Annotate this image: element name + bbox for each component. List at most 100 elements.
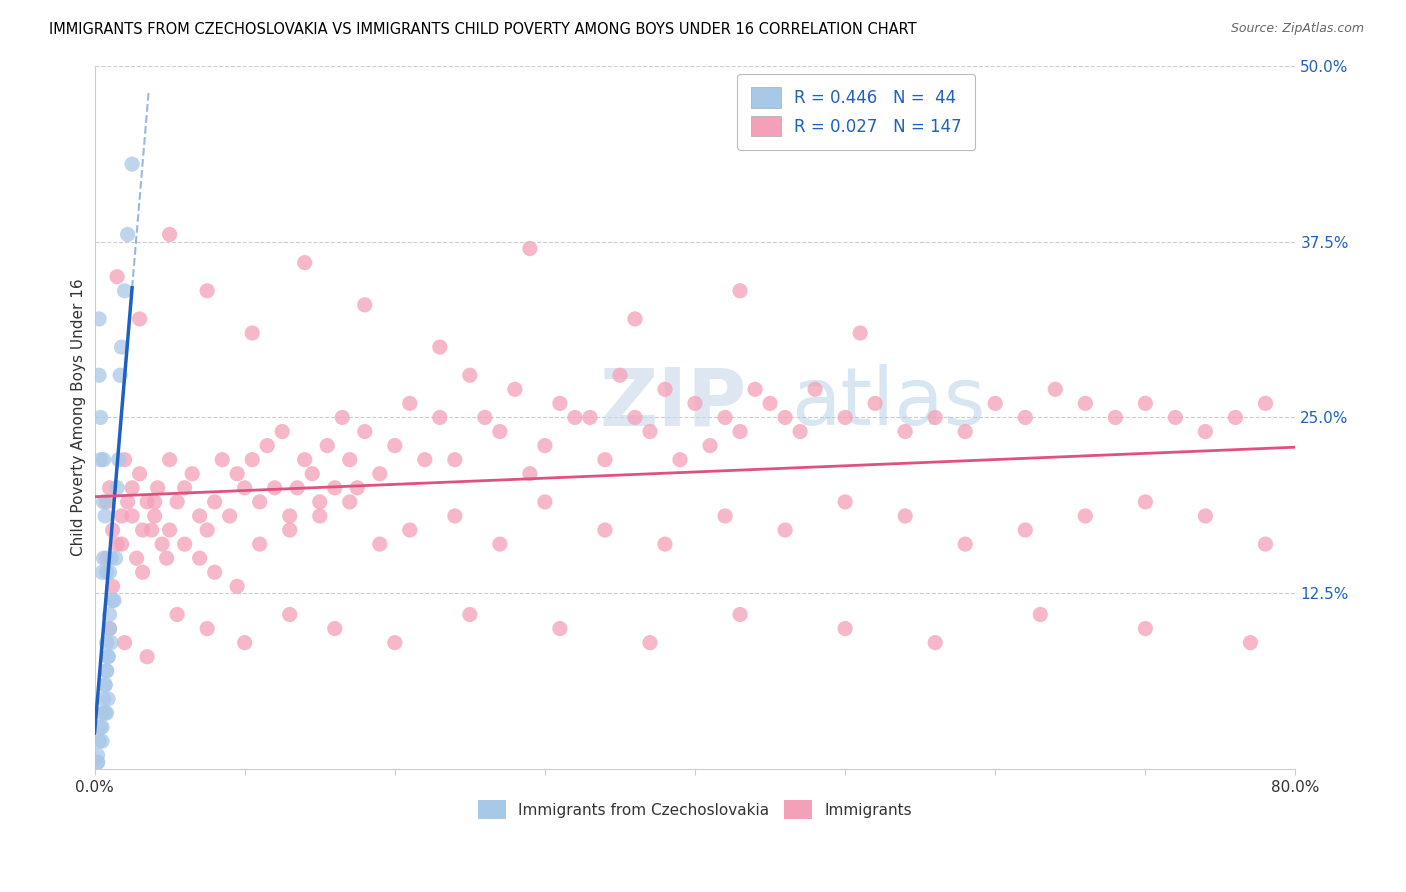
Point: [94, 678, 117, 692]
Point: [278, 607, 301, 622]
Point: [96, 664, 118, 678]
Point: [226, 467, 249, 481]
Point: [98, 566, 121, 580]
Point: [159, 523, 181, 537]
Point: [744, 382, 766, 396]
Point: [114, 284, 136, 298]
Point: [91, 566, 114, 580]
Point: [683, 396, 706, 410]
Point: [156, 551, 179, 566]
Point: [984, 396, 1007, 410]
Point: [105, 269, 128, 284]
Point: [90, 452, 112, 467]
Point: [110, 537, 132, 551]
Point: [285, 481, 308, 495]
Point: [233, 635, 256, 649]
Text: atlas: atlas: [792, 364, 986, 442]
Point: [173, 537, 195, 551]
Point: [789, 425, 811, 439]
Point: [101, 593, 124, 607]
Point: [654, 537, 676, 551]
Point: [141, 523, 163, 537]
Text: ZIP: ZIP: [599, 364, 747, 442]
Point: [90, 410, 112, 425]
Point: [579, 410, 602, 425]
Point: [489, 425, 512, 439]
Point: [489, 537, 512, 551]
Point: [413, 452, 436, 467]
Point: [834, 622, 856, 636]
Point: [308, 508, 330, 523]
Point: [953, 537, 976, 551]
Point: [98, 607, 121, 622]
Point: [1254, 396, 1277, 410]
Point: [1135, 622, 1157, 636]
Point: [301, 467, 323, 481]
Point: [278, 523, 301, 537]
Point: [1135, 396, 1157, 410]
Point: [166, 607, 188, 622]
Point: [240, 452, 263, 467]
Point: [240, 326, 263, 340]
Point: [339, 495, 361, 509]
Point: [759, 396, 782, 410]
Point: [150, 537, 173, 551]
Point: [114, 452, 136, 467]
Text: Source: ZipAtlas.com: Source: ZipAtlas.com: [1230, 22, 1364, 36]
Point: [773, 410, 796, 425]
Point: [93, 452, 115, 467]
Point: [503, 382, 526, 396]
Point: [136, 495, 159, 509]
Point: [1074, 396, 1097, 410]
Point: [211, 452, 233, 467]
Point: [110, 508, 132, 523]
Point: [98, 481, 121, 495]
Point: [256, 439, 278, 453]
Point: [346, 481, 368, 495]
Point: [86, 756, 108, 770]
Point: [519, 467, 541, 481]
Point: [233, 481, 256, 495]
Point: [86, 748, 108, 763]
Point: [458, 368, 481, 383]
Point: [91, 706, 114, 720]
Point: [773, 523, 796, 537]
Point: [1239, 635, 1261, 649]
Point: [204, 566, 226, 580]
Legend: Immigrants from Czechoslovakia, Immigrants: Immigrants from Czechoslovakia, Immigran…: [472, 794, 918, 825]
Point: [195, 622, 218, 636]
Point: [159, 227, 181, 242]
Point: [108, 368, 131, 383]
Point: [105, 537, 128, 551]
Point: [204, 495, 226, 509]
Point: [96, 495, 118, 509]
Point: [93, 551, 115, 566]
Point: [104, 551, 127, 566]
Point: [249, 537, 271, 551]
Point: [98, 622, 121, 636]
Point: [117, 227, 139, 242]
Point: [1014, 410, 1036, 425]
Point: [143, 508, 166, 523]
Point: [638, 425, 661, 439]
Point: [548, 396, 571, 410]
Point: [353, 425, 375, 439]
Point: [96, 551, 118, 566]
Point: [128, 467, 150, 481]
Point: [728, 284, 751, 298]
Point: [1194, 425, 1216, 439]
Point: [849, 326, 872, 340]
Point: [1164, 410, 1187, 425]
Point: [804, 382, 827, 396]
Y-axis label: Child Poverty Among Boys Under 16: Child Poverty Among Boys Under 16: [72, 278, 86, 557]
Point: [834, 410, 856, 425]
Point: [384, 439, 406, 453]
Point: [121, 508, 143, 523]
Point: [90, 720, 112, 734]
Point: [443, 508, 465, 523]
Point: [96, 635, 118, 649]
Point: [101, 579, 124, 593]
Point: [91, 734, 114, 748]
Point: [834, 495, 856, 509]
Point: [173, 481, 195, 495]
